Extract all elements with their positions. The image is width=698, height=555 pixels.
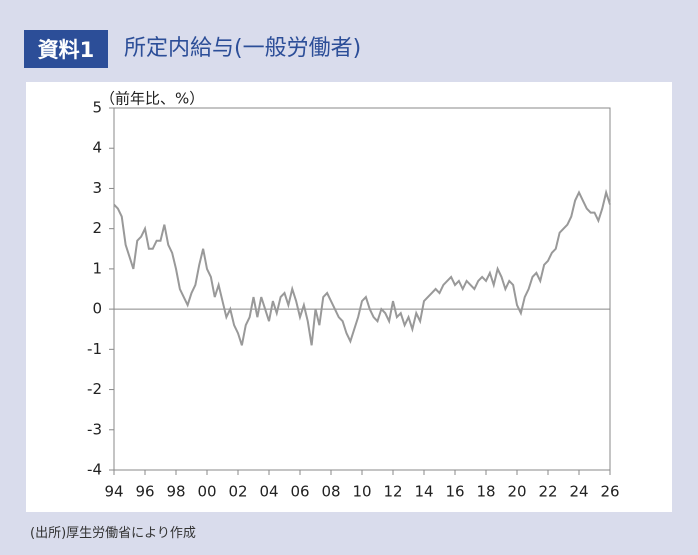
x-tick-label: 26 — [600, 483, 619, 501]
y-tick-label: -4 — [87, 461, 102, 479]
x-tick-label: 02 — [228, 483, 247, 501]
source: (出所)厚生労働省により作成 — [30, 526, 196, 541]
y-tick-label: -3 — [87, 420, 102, 438]
badge: 資料1 — [24, 30, 108, 68]
y-tick-label: 0 — [92, 300, 102, 318]
x-tick-label: 22 — [538, 483, 557, 501]
x-tick-label: 04 — [259, 483, 278, 501]
y-tick-label: 3 — [92, 179, 102, 197]
x-tick-label: 12 — [383, 483, 402, 501]
x-tick-label: 06 — [290, 483, 309, 501]
panel — [26, 82, 672, 512]
title: 所定内給与(一般労働者) — [124, 36, 362, 61]
plot-frame — [113, 107, 611, 471]
y-tick-label: 2 — [92, 219, 102, 237]
x-tick-label: 24 — [569, 483, 588, 501]
x-tick-label: 00 — [197, 483, 216, 501]
x-tick-label: 10 — [352, 483, 371, 501]
x-tick-label: 20 — [507, 483, 526, 501]
y-tick-label: -2 — [87, 380, 102, 398]
x-tick-label: 94 — [104, 483, 123, 501]
x-tick-label: 96 — [135, 483, 154, 501]
y-axis-label: （前年比、%） — [100, 90, 204, 108]
x-tick-label: 08 — [321, 483, 340, 501]
x-tick-label: 18 — [476, 483, 495, 501]
x-tick-label: 98 — [166, 483, 185, 501]
x-tick-label: 16 — [445, 483, 464, 501]
y-tick-label: -1 — [87, 340, 102, 358]
x-tick-label: 14 — [414, 483, 433, 501]
data-line — [113, 188, 611, 346]
y-tick-label: 5 — [92, 99, 102, 117]
y-tick-label: 4 — [92, 139, 102, 157]
y-tick-label: 1 — [92, 259, 102, 277]
